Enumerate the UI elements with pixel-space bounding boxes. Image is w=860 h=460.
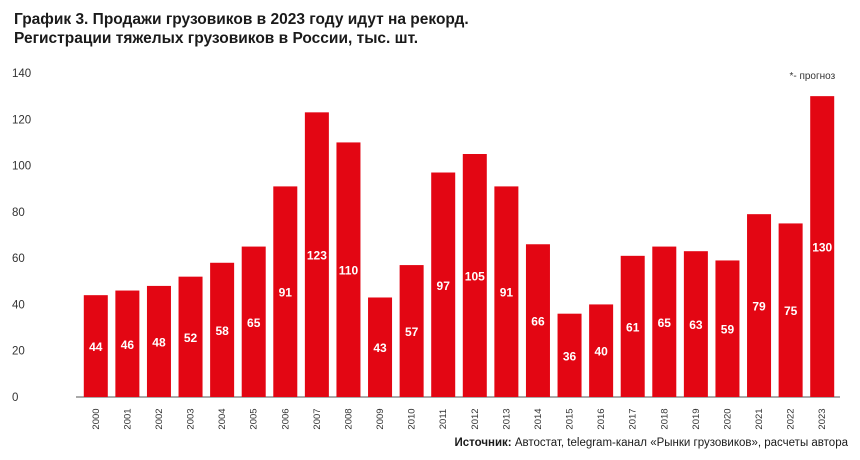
bar [115, 290, 140, 397]
x-tick-label: 2007 [312, 408, 323, 429]
bar [747, 214, 772, 397]
x-tick-label: 2013 [501, 408, 512, 429]
bar [431, 172, 456, 397]
data-label: 63 [689, 318, 703, 332]
bar [304, 112, 329, 397]
data-label: 105 [465, 270, 485, 284]
bar [683, 251, 708, 397]
x-tick-label: 2018 [659, 408, 670, 429]
bar [241, 246, 266, 397]
x-tick-label: 2011 [438, 409, 449, 429]
data-label: 79 [752, 300, 766, 314]
data-label: 61 [626, 320, 640, 334]
source-note: Источник: Автостат, telegram-канал «Рынк… [454, 437, 848, 449]
bar [652, 246, 677, 397]
x-tick-label: 2000 [91, 408, 102, 429]
x-tick-label: 2002 [154, 408, 165, 429]
data-label: 130 [812, 241, 832, 255]
data-label: 57 [405, 325, 419, 339]
title-line-2: Регистрации тяжелых грузовиков в России,… [14, 30, 419, 47]
x-tick-label: 2003 [186, 408, 197, 429]
data-label: 65 [247, 316, 261, 330]
data-label: 43 [373, 341, 387, 355]
bar [83, 295, 108, 397]
y-tick-label: 40 [12, 299, 25, 311]
x-tick-label: 2015 [565, 408, 576, 429]
bar [525, 244, 550, 397]
data-label: 40 [594, 345, 608, 359]
x-tick-label: 2020 [722, 408, 733, 429]
bar [368, 297, 393, 397]
bar [273, 186, 298, 397]
x-tick-label: 2022 [786, 408, 797, 429]
forecast-note: *- прогноз [789, 71, 835, 82]
chart-title: График 3. Продажи грузовиков в 2023 году… [14, 10, 469, 48]
x-tick-label: 2012 [470, 408, 481, 429]
data-label: 91 [500, 286, 514, 300]
x-tick-label: 2021 [754, 408, 765, 429]
data-label: 97 [437, 279, 451, 293]
x-tick-label: 2017 [628, 408, 639, 429]
y-tick-label: 100 [12, 161, 31, 173]
data-label: 75 [784, 304, 798, 318]
data-label: 59 [721, 323, 735, 337]
x-tick-label: 2008 [343, 408, 354, 429]
x-tick-label: 2005 [249, 408, 260, 429]
y-tick-label: 0 [12, 392, 18, 404]
data-label: 46 [121, 338, 135, 352]
x-tick-label: 2009 [375, 408, 386, 429]
data-label: 91 [279, 286, 293, 300]
bar [778, 223, 803, 397]
bar [810, 96, 835, 398]
x-tick-label: 2014 [533, 408, 544, 429]
x-tick-label: 2023 [817, 408, 828, 429]
data-label: 36 [563, 349, 577, 363]
source-text: Автостат, telegram-канал «Рынки грузовик… [511, 437, 848, 449]
data-label: 52 [184, 331, 198, 345]
x-tick-label: 2016 [596, 408, 607, 429]
x-tick-label: 2004 [217, 408, 228, 429]
x-tick-label: 2019 [691, 408, 702, 429]
bar [620, 255, 645, 397]
x-tick-label: 2006 [280, 408, 291, 429]
y-tick-label: 60 [12, 253, 25, 265]
bar [715, 260, 740, 397]
y-tick-label: 20 [12, 346, 25, 358]
bar [494, 186, 519, 397]
x-tick-label: 2001 [122, 408, 133, 429]
data-label: 65 [658, 316, 672, 330]
x-tick-label: 2010 [407, 408, 418, 429]
title-line-1: График 3. Продажи грузовиков в 2023 году… [14, 11, 469, 28]
y-tick-label: 80 [12, 207, 25, 219]
data-label: 123 [307, 249, 327, 263]
bar [462, 154, 487, 397]
source-label: Источник: [454, 437, 512, 449]
bar [589, 304, 614, 397]
bar [178, 276, 203, 397]
bar [336, 142, 361, 397]
data-label: 58 [215, 324, 229, 338]
data-label: 44 [89, 340, 103, 354]
bar [399, 265, 424, 397]
data-label: 48 [152, 335, 166, 349]
data-label: 66 [531, 315, 545, 329]
y-tick-label: 140 [12, 68, 31, 80]
bar [557, 313, 582, 397]
bar [146, 285, 171, 397]
data-label: 110 [339, 264, 359, 278]
bar [210, 262, 235, 397]
y-tick-label: 120 [12, 114, 31, 126]
